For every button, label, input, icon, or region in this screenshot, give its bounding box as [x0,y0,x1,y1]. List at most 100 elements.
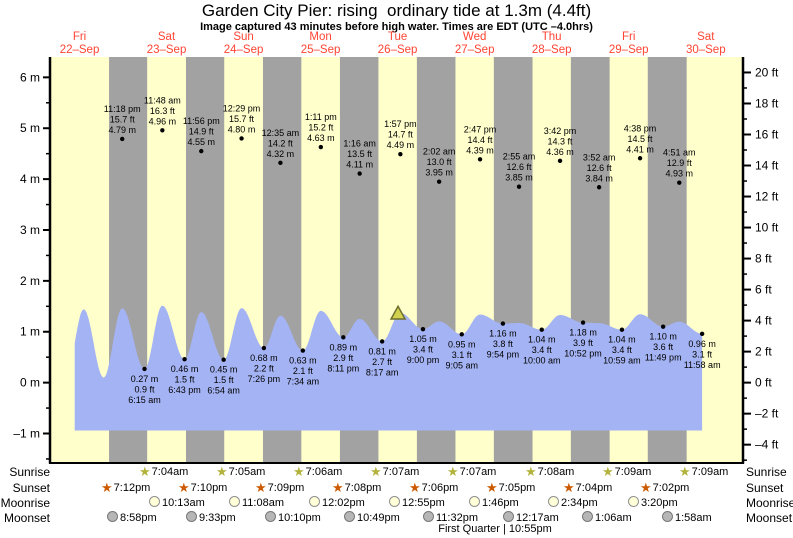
tide-annotation-low: 0.63 m2.1 ft7:34 am [287,348,320,387]
sunrise-event: ★7:06am [293,465,342,479]
tide-annotation-line: 11:56 pm [183,116,220,126]
tide-annotation-line: 3.85 m [505,173,533,183]
y-axis-label-m: 4 m [20,172,40,186]
tide-annotation-line: 12:29 pm [223,103,261,113]
day-date: 29–Sep [609,44,649,56]
sunrise-star-icon: ★ [679,464,691,479]
y-axis-label-ft: 0 ft [755,376,772,390]
moonset-event: 9:33pm [186,511,236,525]
sunrise-star-icon: ★ [525,464,537,479]
moonrise-time: 11:08am [242,497,284,509]
sunset-star-icon: ★ [486,480,498,495]
astro-row-label-right-moonrise: Moonrise [746,496,793,510]
day-date: 26–Sep [378,44,418,56]
tide-point-dot [142,366,147,372]
tide-annotation-line: 0.63 m [289,356,317,366]
tide-point-dot [221,357,226,362]
astro-row-label-left-sunrise: Sunrise [9,465,50,479]
moonrise-moon-icon [548,496,559,507]
tide-point-dot [580,320,586,325]
tide-point-dot [357,171,362,176]
chart-title: Garden City Pier: rising ordinary tide a… [201,1,592,20]
sunrise-event: ★7:07am [447,465,496,479]
tide-annotation-line: 15.7 ft [110,114,136,124]
moonrise-moon-icon [469,496,480,507]
sunset-star-icon: ★ [332,480,344,495]
tide-annotation-line: 6:43 pm [168,385,201,395]
tide-annotation-line: 4.39 m [466,145,494,155]
tide-annotation-line: 2:47 pm [464,124,497,134]
y-axis-label-ft: 10 ft [755,221,779,235]
tide-annotation-line: 10:00 am [523,356,561,366]
tide-point-dot [239,136,244,141]
tide-annotation-line: 12.9 ft [667,158,693,168]
sunset-star-icon: ★ [178,480,190,495]
tide-annotation-line: 11:49 pm [645,353,682,363]
moonrise-event: 2:34pm [548,496,598,510]
day-date: 27–Sep [455,44,495,56]
sunrise-time: 7:06am [305,466,343,478]
moonset-moon-icon [344,511,355,522]
day-name: Tue [388,31,407,43]
moonset-time: 11:32pm [436,512,478,524]
moonrise-time: 3:20pm [641,497,678,509]
moonrise-moon-icon [628,496,639,507]
sunrise-time: 7:09am [691,466,729,478]
y-axis-label-ft: 14 ft [755,159,779,173]
tide-annotation-line: 13.0 ft [427,157,453,167]
moonset-event: 8:58pm [107,511,157,525]
sunset-star-icon: ★ [255,480,267,495]
moonset-event: 1:58am [662,511,712,525]
tide-annotation-line: 0.45 m [210,365,238,375]
tide-point-dot [182,357,187,362]
tide-annotation-line: 4.55 m [188,137,216,147]
sunset-time: 7:10pm [190,482,228,494]
tide-point-dot [539,327,544,332]
tide-point-dot [637,156,643,161]
moonrise-event: 11:08am [229,496,284,510]
sunset-event: ★7:10pm [178,481,227,495]
day-date: 25–Sep [301,44,341,56]
sunset-time: 7:04pm [575,482,613,494]
tide-annotation-line: 2:55 am [503,152,536,162]
tide-annotation-line: 0.68 m [250,353,278,363]
tide-annotation-line: 12.6 ft [587,163,613,173]
moonset-time: 10:10pm [278,512,321,524]
sunrise-star-icon: ★ [293,464,305,479]
tide-annotation-line: 4.96 m [149,116,177,126]
moonrise-moon-icon [149,496,160,507]
tide-point-dot [300,348,306,353]
tide-annotation-line: 6:54 am [207,386,240,396]
tide-annotation-line: 14.2 ft [268,138,294,148]
sunrise-event: ★7:09am [679,465,728,479]
tide-annotation-line: 11:58 am [684,360,721,370]
tide-annotation-line: 1.16 m [489,329,517,339]
sunrise-star-icon: ★ [216,464,228,479]
y-axis-label-ft: –2 ft [755,407,779,421]
y-axis-label-ft: 18 ft [755,96,779,110]
tide-point-dot [660,324,666,329]
sunset-star-icon: ★ [101,480,113,495]
tide-point-dot [318,144,324,150]
tide-annotation-line: 16.3 ft [150,106,176,116]
chart-subtitle: Image captured 43 minutes before high wa… [200,21,593,33]
tide-annotation-low: 0.68 m2.2 ft7:26 pm [248,345,280,384]
day-name: Sat [158,31,176,43]
sunset-star-icon: ★ [563,480,575,495]
tide-annotation-line: 12:35 am [262,128,300,138]
tide-annotation-line: 7:34 am [287,377,320,387]
tide-annotation-line: 1:57 pm [384,119,417,129]
tide-annotation-line: 3.4 ft [413,345,434,355]
sunrise-time: 7:08am [537,466,575,478]
tide-annotation-line: 1.05 m [409,334,437,344]
